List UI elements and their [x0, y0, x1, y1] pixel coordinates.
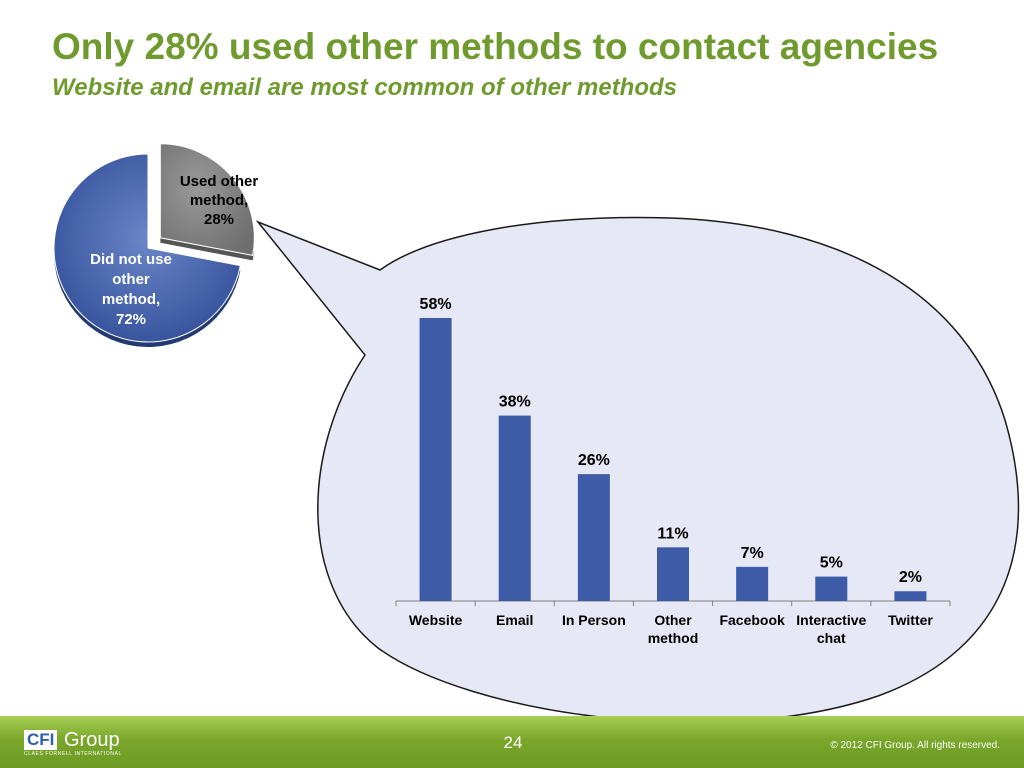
- callout-bubble: [255, 216, 1020, 716]
- bar-email: [498, 415, 531, 601]
- copyright-notice: © 2012 CFI Group. All rights reserved.: [830, 740, 1000, 751]
- bar-interactive-chat: [815, 576, 848, 601]
- bar-data-label: 7%: [741, 545, 764, 562]
- bar-data-label: 11%: [657, 525, 688, 542]
- bar-data-label: 58%: [420, 296, 452, 313]
- x-tick-label: Twitter: [888, 612, 933, 628]
- bar-data-label: 38%: [499, 394, 531, 411]
- x-tick-label: In Person: [562, 612, 626, 628]
- x-tick-label: Email: [496, 612, 533, 628]
- pie-slice-used-other: [159, 143, 255, 256]
- logo-mark: CFI: [24, 730, 58, 750]
- slide-subtitle: Website and email are most common of oth…: [52, 74, 678, 101]
- bar-data-label: 26%: [578, 452, 610, 469]
- footer-bar: [0, 716, 1024, 768]
- pie-label-used-other: Used other method, 28%: [180, 173, 259, 228]
- slide-title: Only 28% used other methods to contact a…: [52, 26, 939, 67]
- logo-tagline: CLAES FORNELL INTERNATIONAL: [24, 751, 122, 757]
- bar-data-label: 5%: [820, 555, 843, 572]
- pie-chart: Used other method, 28%Did not use other meth…: [53, 143, 259, 347]
- bar-twitter: [894, 591, 927, 601]
- bar-facebook: [736, 566, 769, 601]
- x-tick-label: Facebook: [719, 612, 785, 628]
- bar-chart: 58% Website 38% Email 26% In Person 11% Other me…: [395, 296, 951, 646]
- cfi-group-logo: CFI Group CLAES FORNELL INTERNATIONAL: [24, 728, 124, 760]
- logo-name: Group: [64, 729, 120, 751]
- page-number: 24: [503, 733, 523, 752]
- bar-other-method: [657, 547, 689, 601]
- pie-label-did-not-use: Did not use other method, 72%: [90, 251, 172, 328]
- x-tick-label: Other method: [648, 612, 699, 646]
- bar-website: [419, 318, 452, 601]
- bar-data-label: 2%: [899, 569, 922, 586]
- bar-in-person: [577, 474, 610, 601]
- chart-canvas: Used other method, 28%Did not use other meth…: [53, 143, 1020, 716]
- x-tick-label: Website: [409, 612, 463, 628]
- pie-slice-did-not-use: [53, 153, 241, 343]
- x-tick-label: Interactive chat: [796, 612, 866, 646]
